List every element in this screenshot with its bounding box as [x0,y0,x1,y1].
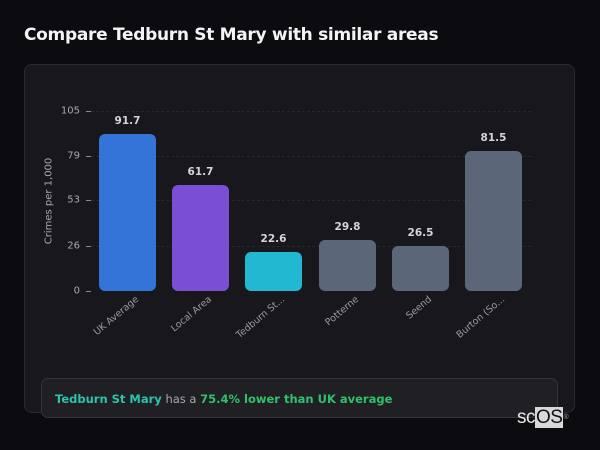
gridline [91,200,531,202]
y-tick-label: 79 [67,150,80,162]
y-tick-mark [86,111,91,112]
gridline [91,111,531,112]
bar[interactable] [392,245,449,291]
bar[interactable] [245,252,302,291]
bar-value-label: 61.7 [187,166,214,179]
registered-mark-icon: ® [563,414,569,421]
y-tick-label: 105 [60,105,80,117]
y-tick-mark [86,155,91,157]
summary-area-name: Tedburn St Mary [55,392,162,406]
bar-value-label: 29.8 [334,220,361,233]
y-tick-label: 53 [67,194,80,206]
bar[interactable] [465,151,522,291]
bar-value-label: 26.5 [407,226,434,239]
bar[interactable] [172,185,229,291]
bar-value-label: 22.6 [260,233,287,246]
logo-prefix: sc [517,407,536,428]
logo-highlight: OS [535,407,564,428]
page-title: Compare Tedburn St Mary with similar are… [24,25,439,45]
watermark-logo: scOS® [517,407,569,428]
summary-difference: 75.4% lower than UK average [200,392,393,406]
bar-value-label: 91.7 [114,114,141,127]
y-tick-mark [86,246,91,248]
summary-text: has a [161,392,201,406]
gridline [91,246,531,248]
bar[interactable] [319,239,376,291]
summary-box: Tedburn St Mary has a 75.4% lower than U… [41,378,558,418]
gridline [91,155,531,157]
bar-value-label: 81.5 [480,132,507,145]
y-tick-label: 26 [67,240,80,252]
y-tick-label: 0 [73,285,80,297]
y-tick-mark [86,291,91,292]
y-tick-mark [86,200,91,202]
bar[interactable] [99,133,156,291]
